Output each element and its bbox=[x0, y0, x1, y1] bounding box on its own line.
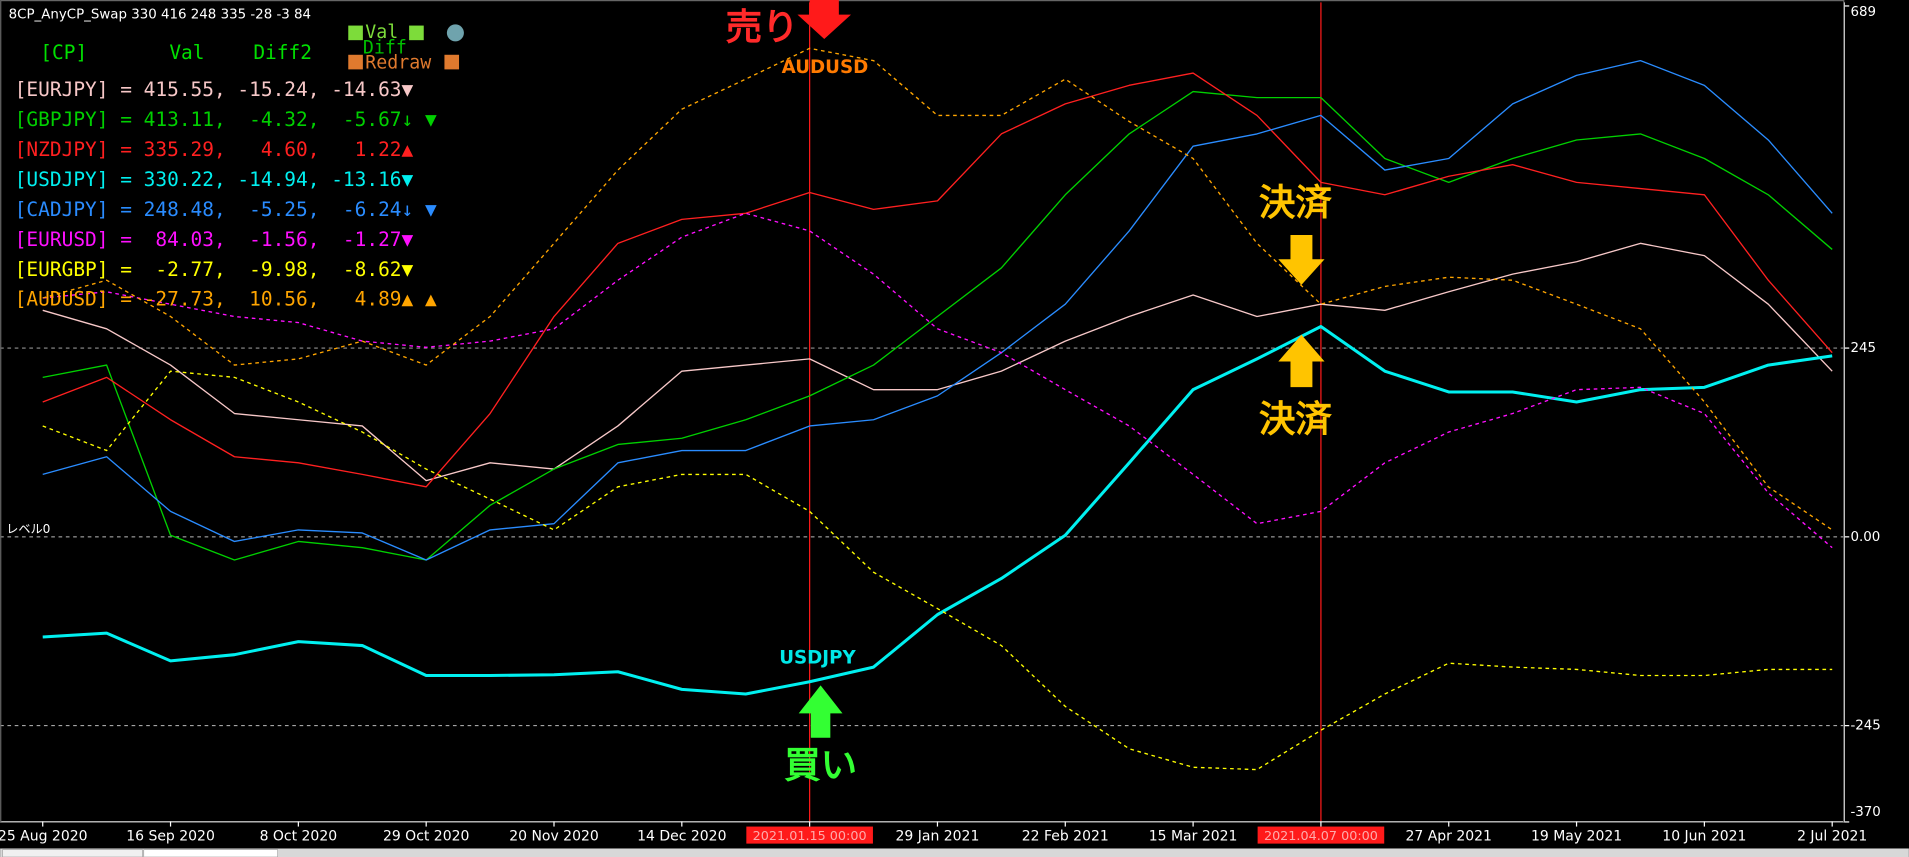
legend-mark: ▼ bbox=[402, 227, 414, 250]
legend-values: = -27.73, 10.56, 4.89 bbox=[109, 287, 402, 310]
header-cp: [CP] bbox=[40, 41, 87, 64]
legend-row: [AUDUSD] = -27.73, 10.56, 4.89▲ ▲ bbox=[15, 287, 437, 310]
legend-name: [EURJPY] bbox=[15, 78, 109, 101]
legend-mark: ▲ ▲ bbox=[402, 287, 437, 310]
legend-name: [EURGBP] bbox=[15, 257, 109, 280]
redraw-button-box[interactable] bbox=[348, 54, 363, 70]
legend-values: = -2.77, -9.98, -8.62 bbox=[109, 257, 402, 280]
y-tick-label: -245 bbox=[1850, 719, 1880, 734]
legend-name: [AUDUSD] bbox=[15, 287, 109, 310]
y-tick-label: 245 bbox=[1850, 341, 1876, 356]
frame bbox=[0, 0, 1845, 823]
series-line bbox=[42, 324, 1833, 696]
indicator-title: 8CP_AnyCP_Swap 330 416 248 335 -28 -3 84 bbox=[9, 8, 311, 23]
plot-area bbox=[0, 2, 1845, 822]
legend-values: = 413.11, -4.32, -5.67 bbox=[109, 108, 402, 131]
buy-arrow bbox=[798, 685, 843, 738]
audusd-label: AUDUSD bbox=[782, 57, 869, 78]
header-diff2: Diff2 bbox=[253, 41, 312, 64]
annotations: 売り AUDUSD USDJPY 買い 決済 決済 bbox=[726, 0, 1333, 786]
x-tick-label: 20 Nov 2020 bbox=[509, 828, 599, 844]
series-line bbox=[42, 90, 1833, 561]
legend-name: [USDJPY] bbox=[15, 167, 109, 190]
status-dot[interactable] bbox=[446, 24, 464, 42]
redraw-button-box[interactable] bbox=[444, 54, 460, 70]
legend-row: [CADJPY] = 248.48, -5.25, -6.24↓ ▼ bbox=[15, 197, 437, 220]
header-val: Val bbox=[169, 41, 204, 64]
legend-name: [NZDJPY] bbox=[15, 137, 109, 160]
legend-name: [CADJPY] bbox=[15, 197, 109, 220]
tab-bar bbox=[0, 848, 1909, 857]
y-tick-label: -370 bbox=[1850, 805, 1880, 820]
legend-row: [GBPJPY] = 413.11, -4.32, -5.67↓ ▼ bbox=[15, 108, 437, 131]
legend-values: = 415.55, -15.24, -14.63 bbox=[109, 78, 402, 101]
legend-name: [GBPJPY] bbox=[15, 108, 109, 131]
settle-label: 決済 bbox=[1259, 181, 1333, 224]
buy-label: 買い bbox=[784, 743, 857, 786]
settle-arrow bbox=[1278, 334, 1325, 388]
x-tick-label: 2 Jul 2021 bbox=[1797, 828, 1867, 844]
series-line bbox=[42, 212, 1833, 549]
legend-mark: ▼ bbox=[402, 78, 414, 101]
x-tick-label: 10 Jun 2021 bbox=[1662, 828, 1746, 844]
legend-mark: ↓ ▼ bbox=[402, 197, 437, 220]
y-tick-label: 689 bbox=[1850, 5, 1876, 20]
y-tick-label: 0.00 bbox=[1850, 530, 1880, 545]
legend-values: = 335.29, 4.60, 1.22 bbox=[109, 137, 402, 160]
legend-row: [USDJPY] = 330.22, -14.94, -13.16▼ bbox=[15, 167, 414, 190]
tab[interactable] bbox=[143, 849, 278, 857]
event-label-bg bbox=[1257, 826, 1385, 844]
event-label-bg bbox=[746, 826, 873, 844]
legend-mark: ↓ ▼ bbox=[402, 108, 437, 131]
x-tick-label: 27 Apr 2021 bbox=[1406, 828, 1492, 844]
legend-mark: ▲ bbox=[402, 137, 414, 160]
x-tick-label: 8 Oct 2020 bbox=[260, 828, 338, 844]
x-tick-label: 25 Aug 2020 bbox=[0, 828, 88, 844]
series-line bbox=[42, 59, 1833, 561]
val-button-box[interactable] bbox=[409, 25, 424, 41]
usdjpy-label: USDJPY bbox=[779, 648, 856, 669]
legend-row: [EURGBP] = -2.77, -9.98, -8.62▼ bbox=[15, 257, 414, 280]
level-label: レベル0 bbox=[6, 522, 50, 536]
redraw-button[interactable]: Redraw bbox=[365, 52, 431, 73]
series-line bbox=[42, 72, 1833, 488]
legend-row: [NZDJPY] = 335.29, 4.60, 1.22▲ bbox=[15, 137, 414, 160]
x-tick-label: 22 Feb 2021 bbox=[1022, 828, 1109, 844]
legend-row: [EURUSD] = 84.03, -1.56, -1.27▼ bbox=[15, 227, 414, 250]
legend-row: [EURJPY] = 415.55, -15.24, -14.63▼ bbox=[15, 78, 414, 101]
sell-arrow bbox=[797, 0, 852, 39]
settle-label: 決済 bbox=[1259, 398, 1333, 441]
x-tick-label: 14 Dec 2020 bbox=[637, 828, 726, 844]
val-button-box[interactable] bbox=[348, 25, 363, 41]
legend-mark: ▼ bbox=[402, 257, 414, 280]
sell-label: 売り bbox=[726, 6, 799, 49]
diff-button[interactable]: Diff bbox=[363, 38, 407, 59]
settle-arrow bbox=[1278, 234, 1325, 285]
legend: [EURJPY] = 415.55, -15.24, -14.63▼[GBPJP… bbox=[15, 78, 437, 311]
x-tick-label: 19 May 2021 bbox=[1531, 828, 1622, 844]
x-tick-label: 29 Oct 2020 bbox=[383, 828, 469, 844]
x-tick-label: 2021.04.07 00:00 bbox=[1264, 829, 1378, 844]
series-line bbox=[42, 242, 1833, 482]
legend-mark: ▼ bbox=[402, 167, 414, 190]
legend-header: [CP] Val Diff2 bbox=[40, 41, 312, 64]
legend-values: = 330.22, -14.94, -13.16 bbox=[109, 167, 402, 190]
x-tick-label: 29 Jan 2021 bbox=[896, 828, 980, 844]
tab[interactable] bbox=[2, 849, 143, 857]
series-line bbox=[42, 370, 1833, 771]
legend-name: [EURUSD] bbox=[15, 227, 109, 250]
val-button[interactable]: Val bbox=[365, 22, 398, 43]
x-tick-label: 16 Sep 2020 bbox=[126, 828, 215, 844]
legend-values: = 84.03, -1.56, -1.27 bbox=[109, 227, 402, 250]
legend-values: = 248.48, -5.25, -6.24 bbox=[109, 197, 402, 220]
x-tick-label: 15 Mar 2021 bbox=[1149, 828, 1238, 844]
x-tick-label: 2021.01.15 00:00 bbox=[753, 829, 867, 844]
